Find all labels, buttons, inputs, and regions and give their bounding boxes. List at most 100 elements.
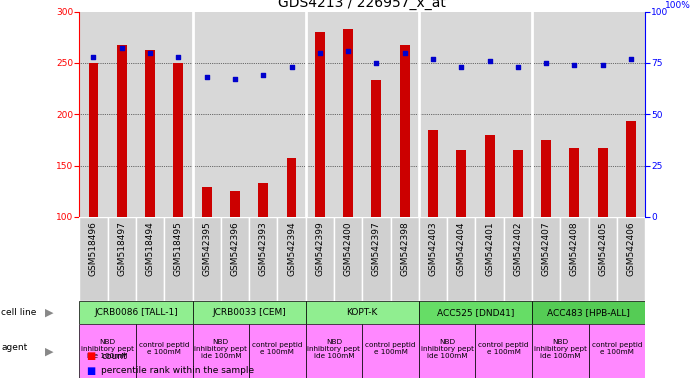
Text: GSM518496: GSM518496 xyxy=(89,221,98,276)
Text: GSM542398: GSM542398 xyxy=(400,217,409,272)
Bar xyxy=(79,301,193,324)
Text: agent: agent xyxy=(1,343,28,352)
Text: control peptid
e 100mM: control peptid e 100mM xyxy=(252,342,303,355)
Text: GSM518494: GSM518494 xyxy=(146,217,155,272)
Bar xyxy=(306,217,334,301)
Text: GSM542399: GSM542399 xyxy=(315,221,324,276)
Bar xyxy=(532,217,560,301)
Bar xyxy=(193,324,249,378)
Bar xyxy=(371,80,382,320)
Text: ACC483 [HPB-ALL]: ACC483 [HPB-ALL] xyxy=(547,308,630,318)
Bar xyxy=(513,150,523,320)
Text: GSM542405: GSM542405 xyxy=(598,221,607,276)
Bar xyxy=(419,324,475,378)
Bar xyxy=(79,324,136,378)
Point xyxy=(286,64,297,70)
Bar xyxy=(541,140,551,320)
Text: JCRB0033 [CEM]: JCRB0033 [CEM] xyxy=(213,308,286,318)
Bar xyxy=(484,135,495,320)
Point xyxy=(315,50,326,56)
Bar xyxy=(475,217,504,301)
Point xyxy=(428,56,439,62)
Bar xyxy=(108,217,136,301)
Text: cell line: cell line xyxy=(1,308,37,318)
Bar xyxy=(419,301,532,324)
Point xyxy=(230,76,241,83)
Bar xyxy=(315,32,325,320)
Bar xyxy=(626,121,636,320)
Text: count: count xyxy=(101,352,127,361)
Text: GSM542404: GSM542404 xyxy=(457,221,466,276)
Bar xyxy=(117,45,127,320)
Text: GSM542400: GSM542400 xyxy=(344,221,353,276)
Title: GDS4213 / 226957_x_at: GDS4213 / 226957_x_at xyxy=(278,0,446,10)
Text: GSM542401: GSM542401 xyxy=(485,221,494,276)
Text: GSM542406: GSM542406 xyxy=(627,221,635,276)
Point xyxy=(626,56,637,62)
Text: GSM518497: GSM518497 xyxy=(117,221,126,276)
Text: GSM542397: GSM542397 xyxy=(372,221,381,276)
Text: GSM518495: GSM518495 xyxy=(174,217,183,272)
Bar xyxy=(306,324,362,378)
Text: ▶: ▶ xyxy=(46,308,54,318)
Bar xyxy=(343,29,353,320)
Point xyxy=(541,60,552,66)
Text: GSM542401: GSM542401 xyxy=(485,217,494,271)
Text: GSM542404: GSM542404 xyxy=(457,217,466,271)
Point xyxy=(512,64,524,70)
Bar xyxy=(617,217,645,301)
Point xyxy=(145,50,156,56)
Bar xyxy=(88,63,99,320)
Text: NBD
inhibitory pept
ide 100mM: NBD inhibitory pept ide 100mM xyxy=(81,339,134,359)
Text: GSM542394: GSM542394 xyxy=(287,221,296,276)
Bar xyxy=(589,324,645,378)
Point xyxy=(258,72,269,78)
Bar xyxy=(475,324,532,378)
Bar xyxy=(145,50,155,320)
Bar xyxy=(569,148,580,320)
Text: 100%: 100% xyxy=(665,2,690,10)
Point xyxy=(400,50,411,56)
Bar xyxy=(598,148,608,320)
Bar xyxy=(221,217,249,301)
Bar xyxy=(362,324,419,378)
Bar xyxy=(447,217,475,301)
Text: GSM542406: GSM542406 xyxy=(627,217,635,271)
Point xyxy=(88,54,99,60)
Bar xyxy=(249,324,306,378)
Text: GSM542395: GSM542395 xyxy=(202,217,211,272)
Bar xyxy=(532,324,589,378)
Bar xyxy=(136,217,164,301)
Bar xyxy=(286,159,297,320)
Text: NBD
inhibitory pept
ide 100mM: NBD inhibitory pept ide 100mM xyxy=(195,339,247,359)
Bar xyxy=(193,301,306,324)
Text: ■: ■ xyxy=(86,366,95,376)
Bar xyxy=(400,45,410,320)
Text: GSM542395: GSM542395 xyxy=(202,221,211,276)
Text: GSM542402: GSM542402 xyxy=(513,217,522,271)
Bar xyxy=(258,183,268,320)
Point xyxy=(343,48,354,54)
Point xyxy=(201,74,213,80)
Text: GSM542403: GSM542403 xyxy=(428,221,437,276)
Text: GSM518495: GSM518495 xyxy=(174,221,183,276)
Text: GSM542407: GSM542407 xyxy=(542,217,551,271)
Bar xyxy=(136,324,193,378)
Text: control peptid
e 100mM: control peptid e 100mM xyxy=(478,342,529,355)
Bar xyxy=(504,217,532,301)
Bar xyxy=(532,301,645,324)
Text: GSM542398: GSM542398 xyxy=(400,221,409,276)
Text: KOPT-K: KOPT-K xyxy=(346,308,378,318)
Point xyxy=(598,62,609,68)
Text: GSM542399: GSM542399 xyxy=(315,217,324,272)
Text: GSM542407: GSM542407 xyxy=(542,221,551,276)
Text: GSM518494: GSM518494 xyxy=(146,221,155,276)
Text: GSM542396: GSM542396 xyxy=(230,221,239,276)
Bar xyxy=(306,301,419,324)
Point xyxy=(371,60,382,66)
Text: GSM542394: GSM542394 xyxy=(287,217,296,271)
Bar xyxy=(230,191,240,320)
Bar xyxy=(362,217,391,301)
Text: GSM542403: GSM542403 xyxy=(428,217,437,271)
Text: GSM542408: GSM542408 xyxy=(570,217,579,271)
